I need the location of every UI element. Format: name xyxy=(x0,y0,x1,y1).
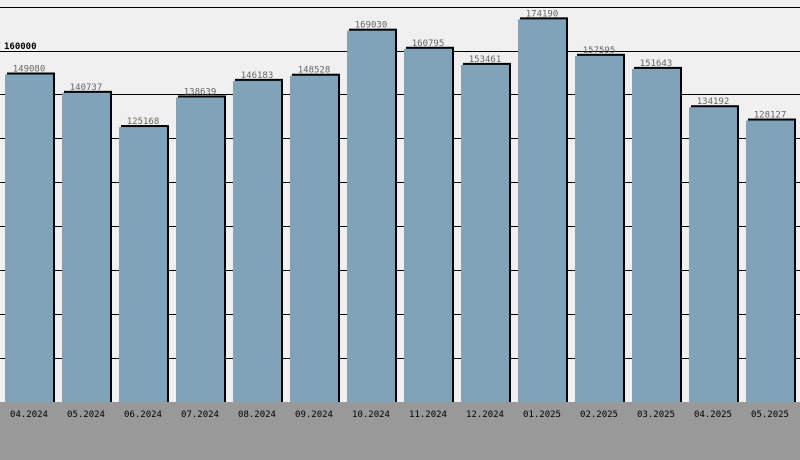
bar xyxy=(632,68,680,402)
bar-value-label: 169030 xyxy=(355,21,388,31)
x-tick-label: 12.2024 xyxy=(466,410,504,420)
bar-value-label: 151643 xyxy=(640,59,673,69)
reference-line-label: 160000 xyxy=(4,42,37,52)
x-tick-label: 04.2025 xyxy=(694,410,732,420)
x-tick-label: 05.2025 xyxy=(751,410,789,420)
x-tick-label: 02.2025 xyxy=(580,410,618,420)
bar-value-label: 174190 xyxy=(526,9,559,19)
bar xyxy=(518,19,566,402)
bar-value-label: 146183 xyxy=(241,71,274,81)
bar xyxy=(404,48,452,402)
footer-band xyxy=(0,402,800,460)
x-tick-labels: 04.2024 05.2024 06.2024 07.2024 08.2024 09.20… xyxy=(10,410,789,420)
bar-value-label: 134192 xyxy=(697,97,730,107)
bar-value-label: 140737 xyxy=(70,83,103,93)
x-tick-label: 10.2024 xyxy=(352,410,390,420)
bar xyxy=(62,92,110,403)
bar xyxy=(347,30,395,402)
bar-value-label: 160795 xyxy=(412,39,445,49)
bar xyxy=(119,127,167,403)
bars: 149080 140737 125168 138639 146183 148528 1690… xyxy=(5,9,796,403)
bar-value-label: 153461 xyxy=(469,55,502,65)
x-tick-label: 06.2024 xyxy=(124,410,162,420)
bar xyxy=(233,80,281,403)
bar-value-label: 157595 xyxy=(583,46,616,56)
x-tick-label: 03.2025 xyxy=(637,410,675,420)
x-tick-label: 07.2024 xyxy=(181,410,219,420)
x-tick-label: 09.2024 xyxy=(295,410,333,420)
x-tick-label: 04.2024 xyxy=(10,410,48,420)
bar-value-label: 138639 xyxy=(184,87,217,97)
bar xyxy=(689,107,737,402)
x-tick-label: 08.2024 xyxy=(238,410,276,420)
x-tick-label: 11.2024 xyxy=(409,410,447,420)
bar xyxy=(461,64,509,403)
bar xyxy=(176,97,224,402)
bar-value-label: 128127 xyxy=(754,111,787,121)
bar xyxy=(575,55,623,402)
bar xyxy=(290,75,338,403)
bar xyxy=(746,120,794,403)
x-tick-label: 05.2024 xyxy=(67,410,105,420)
bar-value-label: 148528 xyxy=(298,66,331,76)
bar-value-label: 125168 xyxy=(127,117,160,127)
x-tick-label: 01.2025 xyxy=(523,410,561,420)
bar xyxy=(5,74,53,402)
bar-value-label: 149080 xyxy=(13,65,46,75)
